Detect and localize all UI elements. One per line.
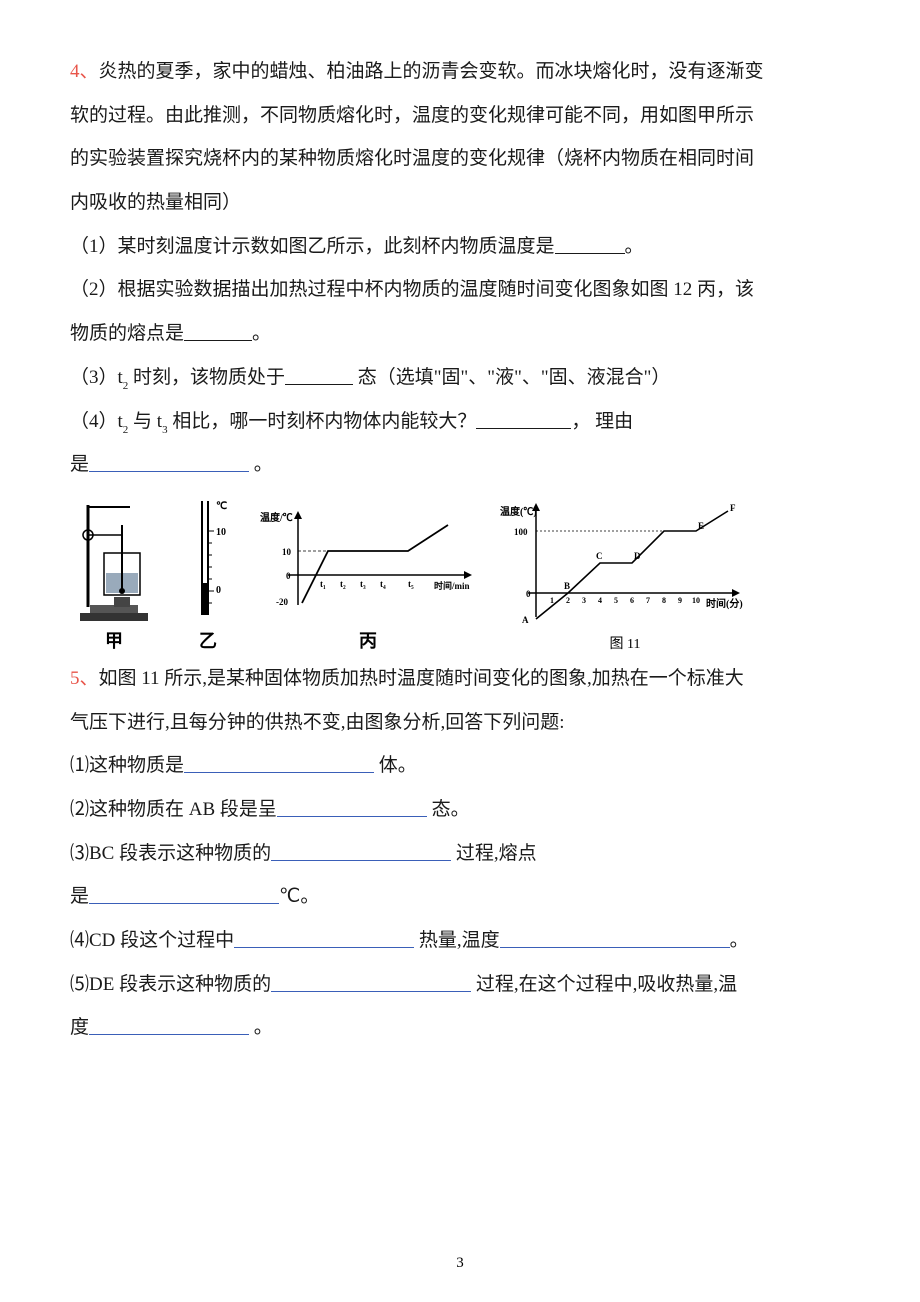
q4-intro-l1: 炎热的夏季，家中的蜡烛、柏油路上的沥青会变软。而冰块熔化时，没有逐渐变 [99, 61, 764, 82]
q5-line1: 5、如图 11 所示,是某种固体物质加热时温度随时间变化的图象,加热在一个标准大 [70, 657, 850, 701]
blank-q4-5[interactable] [89, 449, 249, 472]
svg-text:F: F [730, 503, 736, 513]
svg-text:时间/min: 时间/min [434, 580, 470, 591]
bing-chart: 温度/℃ 10 0 -20 时间/min t₁ t₂ t₃ t₄ t₅ [258, 505, 478, 625]
q5-p5b: 度 。 [70, 1006, 850, 1050]
q5-p2: ⑵这种物质在 AB 段是呈 态。 [70, 788, 850, 832]
blank-q4-2[interactable] [184, 318, 252, 341]
svg-text:B: B [564, 581, 570, 591]
blank-q4-4[interactable] [476, 406, 571, 429]
label-yi: 乙 [199, 627, 217, 653]
blank-q5-5[interactable] [271, 969, 471, 992]
q4-part4b: 是 。 [70, 443, 850, 487]
svg-text:5: 5 [614, 596, 618, 605]
q4-part4a: （4）t2 与 t3 相比，哪一时刻杯内物体内能较大？， 理由 [70, 400, 850, 444]
svg-text:时间(分): 时间(分) [706, 597, 743, 610]
q5-p5a: ⑸DE 段表示这种物质的 过程,在这个过程中,吸收热量,温 [70, 963, 850, 1007]
label-jia: 甲 [105, 627, 123, 653]
q5-p1: ⑴这种物质是 体。 [70, 744, 850, 788]
blank-q5-3b[interactable] [89, 882, 279, 905]
svg-text:℃: ℃ [216, 501, 227, 512]
q5-p4: ⑷CD 段这个过程中 热量,温度。 [70, 919, 850, 963]
figure-tu11: 温度(℃) 时间(分) 100 0 1 2 3 4 5 6 7 8 9 10 A B C D… [500, 501, 750, 653]
svg-text:100: 100 [514, 527, 528, 537]
blank-q4-1[interactable] [555, 231, 625, 254]
svg-text:1: 1 [550, 596, 554, 605]
q5-p3b: 是℃。 [70, 875, 850, 919]
svg-text:2: 2 [566, 596, 570, 605]
q4-part2b: 物质的熔点是。 [70, 312, 850, 356]
figures-row: 甲 ℃ 10 0 乙 温度/℃ 10 0 [70, 495, 850, 653]
q4-part2a: （2）根据实验数据描出加热过程中杯内物质的温度随时间变化图象如图 12 丙，该 [70, 268, 850, 312]
svg-text:温度(℃): 温度(℃) [500, 505, 537, 518]
svg-text:-20: -20 [276, 597, 288, 607]
svg-text:8: 8 [662, 596, 666, 605]
svg-text:0: 0 [526, 589, 531, 599]
blank-q5-4a[interactable] [234, 925, 414, 948]
svg-text:温度/℃: 温度/℃ [260, 511, 293, 524]
svg-text:10: 10 [216, 527, 226, 538]
svg-text:4: 4 [598, 596, 602, 605]
blank-q5-2[interactable] [277, 794, 427, 817]
svg-text:9: 9 [678, 596, 682, 605]
q5-number: 5、 [70, 668, 99, 689]
q4-intro-l2: 软的过程。由此推测，不同物质熔化时，温度的变化规律可能不同，用如图甲所示 [70, 94, 850, 138]
svg-text:D: D [634, 551, 641, 561]
svg-text:C: C [596, 551, 603, 561]
q4-intro-l4: 内吸收的热量相同） [70, 181, 850, 225]
svg-text:E: E [698, 521, 704, 531]
blank-q5-1[interactable] [184, 750, 374, 773]
figure-jia: 甲 [70, 495, 158, 653]
q5-intro-l2: 气压下进行,且每分钟的供热不变,由图象分析,回答下列问题: [70, 701, 850, 745]
svg-text:10: 10 [282, 547, 292, 557]
svg-text:t₃: t₃ [360, 579, 366, 589]
blank-q5-4b[interactable] [500, 925, 730, 948]
q4-part3: （3）t2 时刻，该物质处于 态（选填"固"、"液"、"固、液混合"） [70, 356, 850, 400]
label-tu11: 图 11 [610, 633, 641, 653]
q4-intro-l3: 的实验装置探究烧杯内的某种物质熔化时温度的变化规律（烧杯内物质在相同时间 [70, 137, 850, 181]
blank-q5-5b[interactable] [89, 1013, 249, 1036]
q4-part1: （1）某时刻温度计示数如图乙所示，此刻杯内物质温度是。 [70, 225, 850, 269]
apparatus-icon [70, 495, 158, 625]
figure-yi: ℃ 10 0 乙 [180, 495, 236, 653]
svg-text:t₁: t₁ [320, 579, 326, 589]
svg-text:t₄: t₄ [380, 579, 386, 589]
svg-text:A: A [522, 615, 529, 625]
svg-text:0: 0 [216, 585, 221, 596]
blank-q5-3[interactable] [271, 838, 451, 861]
svg-text:t₂: t₂ [340, 579, 346, 589]
svg-text:3: 3 [582, 596, 586, 605]
svg-text:t₅: t₅ [408, 579, 414, 589]
svg-text:6: 6 [630, 596, 634, 605]
q4-number: 4、 [70, 61, 99, 82]
figure-bing: 温度/℃ 10 0 -20 时间/min t₁ t₂ t₃ t₄ t₅ 丙 [258, 505, 478, 653]
page-number: 3 [456, 1255, 464, 1272]
thermometer-icon: ℃ 10 0 [180, 495, 236, 625]
label-bing: 丙 [359, 627, 377, 653]
svg-text:0: 0 [286, 571, 291, 581]
q5-p3a: ⑶BC 段表示这种物质的 过程,熔点 [70, 832, 850, 876]
blank-q4-3[interactable] [285, 362, 353, 385]
q4-line1: 4、炎热的夏季，家中的蜡烛、柏油路上的沥青会变软。而冰块熔化时，没有逐渐变 [70, 50, 850, 94]
svg-text:10: 10 [692, 596, 700, 605]
tu11-chart: 温度(℃) 时间(分) 100 0 1 2 3 4 5 6 7 8 9 10 A B C D… [500, 501, 750, 631]
svg-text:7: 7 [646, 596, 650, 605]
